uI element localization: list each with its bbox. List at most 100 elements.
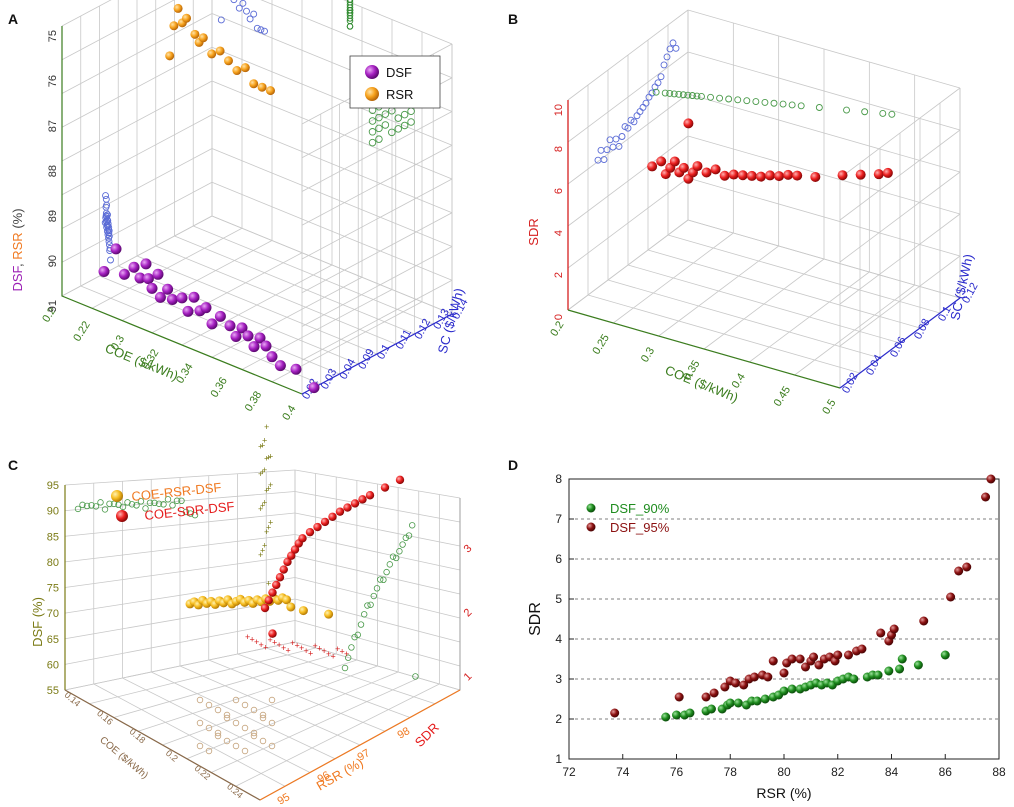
panel-c-gridline [64,620,296,665]
panel-a-proj-point-blue2 [261,27,268,35]
panel-c-proj-wall-plus: + [262,436,267,446]
panel-b-proj-blue [642,99,650,107]
panel-c-gridline [294,555,461,595]
panel-c-proj-green-right [409,522,416,529]
panel-c-sdr-point [268,629,277,638]
panel-d-dsf90-point [940,650,950,660]
panel-c-sdr-point [365,491,375,500]
panel-c-proj-floor [259,711,267,719]
panel-b-point [746,170,757,181]
panel-d-x-tick: 76 [670,765,684,779]
panel-c-proj-floor-plus: + [263,642,268,652]
panel-c-proj-floor [232,696,240,704]
panel-a-gridline [301,279,453,361]
panel-c-proj-green-left [151,499,158,507]
panel-c-proj-floor-plus: + [331,651,336,661]
panel-c-proj-green-right [357,621,365,628]
panel-a-proj-point-green2 [346,23,354,30]
panel-b-gridline [839,171,961,263]
panel-a-z-label-sep: , [10,260,25,267]
panel-c-proj-wall-plus: + [262,498,267,508]
panel-c-proj-floor [259,714,267,722]
panel-a-dsf-point [142,273,154,285]
panel-a-gridline [301,178,453,260]
panel-a-dsf-point [182,305,194,317]
panel-c-proj-green-left [97,499,104,506]
panel-d-x-label: RSR (%) [756,785,811,801]
panel-a-rsr-point [165,51,175,61]
panel-a-proj-point-green [407,107,415,115]
panel-a-proj-point-blue2 [253,24,261,32]
panel-a-proj-point-green [400,110,409,119]
panel-a-y-tick: 0.09 [356,347,377,372]
panel-a-dsf-point [260,340,272,352]
panel-c-proj-floor [241,724,249,732]
panel-b-point [656,156,667,167]
panel-c-z-tick: 90 [47,506,59,518]
panel-a-proj-point-green [368,138,377,147]
panel-c-proj-green-left [182,508,190,516]
panel-b-proj-green [684,91,692,99]
panel-b-proj-green [861,108,869,116]
panel-a-y-tick: 0.12 [413,317,434,342]
panel-d-x-tick: 88 [992,765,1006,779]
panel-a-gridline [61,0,112,27]
panel-b-proj-blue [630,118,638,126]
panel-a-gridline [118,265,359,365]
panel-b-gridline [647,249,921,329]
panel-c-proj-green-right [386,561,393,568]
panel-a-y-tick: 0.03 [319,367,340,392]
panel-a-y-tick: 0.11 [394,328,414,352]
panel-d-dsf95-point [749,672,759,682]
panel-c-proj-green-left [128,501,136,508]
panel-c-x-tick: 95 [276,791,293,807]
panel-d-dsf90-point [897,654,907,664]
panel-b-gridline [567,93,689,185]
panel-c-proj-green-right [393,554,400,562]
panel-b-proj-green [797,102,805,110]
panel-d-dsf95-point [720,682,730,692]
panel-a-z-tick: 76 [47,75,59,87]
panel-d-dsf95-point [919,616,929,626]
panel-c-proj-green-left [133,502,140,509]
panel-b-gridline [627,264,901,344]
panel-b-point [855,169,866,180]
panel-b-z-tick: 0 [553,314,565,320]
panel-d-dsf90-point [733,698,743,708]
panel-a-rsr-point [232,66,242,76]
panel-b-gridline [687,9,961,89]
panel-a-proj-point [102,192,110,199]
panel-a-dsf-point [152,268,164,280]
panel-c-proj-green-right [399,541,406,548]
panel-d-x-tick: 74 [616,765,630,779]
panel-c-proj-floor-plus: + [254,637,259,647]
panel-b-point [737,170,748,181]
panel-c-proj-green-left [146,499,154,506]
panel-c-proj-green-right [364,602,371,609]
panel-a-gridline [301,246,453,327]
panel-a-dsf-point [146,282,158,294]
panel-c-proj-wall-plus: + [264,454,269,464]
panel-d-dsf95-point [986,474,996,484]
panel-b-x-tick: 0.3 [639,345,657,364]
panel-a-dsf-point [128,261,140,273]
panel-a-z-label-dsf: DSF [10,265,25,291]
panel-b-proj-blue [603,146,611,154]
panel-d-y-tick: 4 [555,632,562,646]
panel-c-proj-wall-plus: + [260,545,265,555]
panel-c-proj-floor-plus: + [250,635,255,645]
panel-b-z-tick: 6 [553,188,565,194]
panel-a-dsf-point [176,292,188,304]
panel-b-point [774,171,785,182]
panel-a-z-tick: 87 [47,120,59,132]
panel-d-dsf95-point [731,678,741,688]
panel-b-proj-green [716,94,724,102]
panel-d-dsf95-point [739,680,749,690]
panel-d-dsf95-point [701,692,711,702]
panel-b-proj-blue [597,146,605,154]
panel-a-dsf-point [274,360,286,372]
panel-c-proj-floor-plus: + [272,638,277,648]
panel-c-proj-floor [205,747,213,755]
panel-b-proj-green [779,100,787,108]
panel-d-dsf90-point [760,694,770,704]
